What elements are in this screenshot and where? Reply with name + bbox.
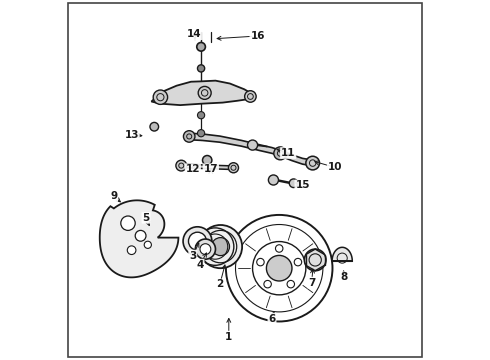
Circle shape <box>274 147 287 160</box>
Polygon shape <box>151 81 253 105</box>
Circle shape <box>275 245 283 252</box>
Circle shape <box>304 249 326 271</box>
Circle shape <box>199 225 242 268</box>
Circle shape <box>183 227 212 256</box>
Circle shape <box>144 241 151 248</box>
Text: 6: 6 <box>269 314 275 324</box>
Circle shape <box>127 246 136 255</box>
Circle shape <box>212 238 229 256</box>
Circle shape <box>150 122 159 131</box>
Text: 13: 13 <box>124 130 139 140</box>
Text: 10: 10 <box>328 162 342 172</box>
Polygon shape <box>180 164 234 170</box>
Polygon shape <box>332 247 352 261</box>
Text: 7: 7 <box>308 278 315 288</box>
Circle shape <box>202 156 212 165</box>
Circle shape <box>196 239 216 259</box>
Circle shape <box>306 156 319 170</box>
Circle shape <box>247 140 258 150</box>
Polygon shape <box>187 133 281 156</box>
Circle shape <box>189 232 206 250</box>
Polygon shape <box>100 201 178 278</box>
Circle shape <box>228 163 239 173</box>
Polygon shape <box>281 150 314 166</box>
Circle shape <box>289 179 298 188</box>
Text: 8: 8 <box>341 272 347 282</box>
Text: 14: 14 <box>187 29 202 39</box>
Circle shape <box>121 216 135 230</box>
Circle shape <box>198 86 211 99</box>
Text: 15: 15 <box>295 180 310 190</box>
Circle shape <box>267 255 292 281</box>
Circle shape <box>257 258 264 266</box>
Text: 9: 9 <box>110 191 117 201</box>
Circle shape <box>176 160 187 171</box>
Circle shape <box>287 280 294 288</box>
Circle shape <box>197 112 205 119</box>
Circle shape <box>135 230 146 241</box>
Circle shape <box>197 42 205 51</box>
Circle shape <box>294 258 302 266</box>
Text: 5: 5 <box>143 213 149 223</box>
Circle shape <box>264 280 271 288</box>
Text: 11: 11 <box>281 148 295 158</box>
Text: 17: 17 <box>203 164 218 174</box>
Text: 3: 3 <box>189 251 196 261</box>
Circle shape <box>183 131 195 142</box>
Circle shape <box>197 130 205 137</box>
Text: 4: 4 <box>196 260 204 270</box>
Circle shape <box>197 65 205 72</box>
Circle shape <box>153 90 168 104</box>
Text: 16: 16 <box>250 31 265 41</box>
Circle shape <box>269 175 278 185</box>
Text: 1: 1 <box>225 332 232 342</box>
Circle shape <box>200 244 211 255</box>
Text: 12: 12 <box>186 164 200 174</box>
Circle shape <box>245 91 256 102</box>
Text: 2: 2 <box>216 279 223 289</box>
